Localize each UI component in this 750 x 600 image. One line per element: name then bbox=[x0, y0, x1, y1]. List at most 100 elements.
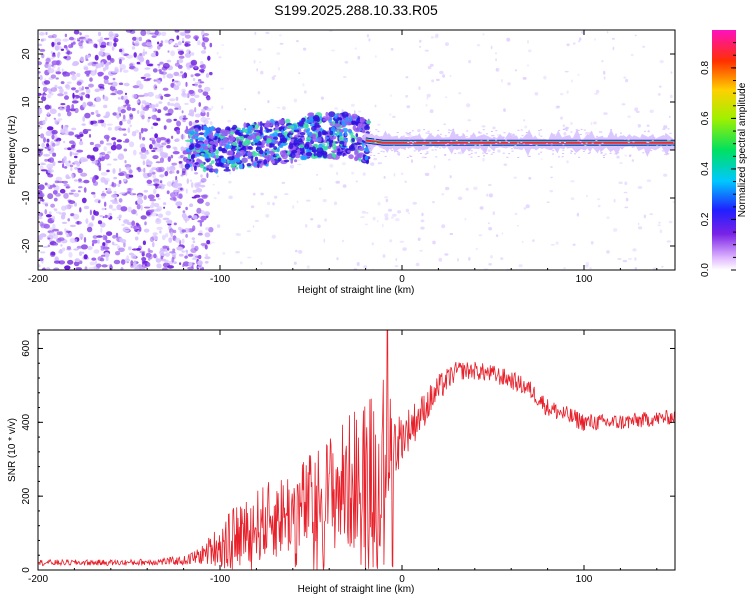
ridge-speck bbox=[600, 146, 603, 148]
noise-blob bbox=[147, 183, 154, 186]
ridge-speck bbox=[366, 144, 369, 145]
noise-blob bbox=[172, 248, 176, 252]
noise-blob bbox=[71, 62, 79, 67]
band-blob bbox=[195, 143, 201, 148]
noise-blob bbox=[182, 261, 190, 267]
noise-blob bbox=[176, 129, 181, 135]
noise-blob bbox=[67, 259, 74, 265]
noise-blob bbox=[72, 148, 76, 151]
noise-blob bbox=[672, 201, 675, 203]
noise-blob bbox=[448, 158, 451, 161]
noise-blob bbox=[138, 83, 144, 90]
noise-blob bbox=[302, 83, 305, 87]
ridge-speck bbox=[493, 149, 496, 151]
band-blob bbox=[235, 152, 241, 159]
noise-blob bbox=[103, 78, 109, 85]
noise-blob bbox=[141, 260, 147, 264]
noise-blob bbox=[107, 151, 112, 154]
ridge-speck bbox=[651, 140, 654, 142]
noise-blob bbox=[69, 224, 76, 228]
noise-blob bbox=[564, 70, 569, 73]
ridge-speck bbox=[457, 143, 460, 145]
noise-blob bbox=[98, 200, 101, 204]
noise-blob bbox=[189, 203, 194, 207]
ridge-speck bbox=[600, 149, 603, 151]
noise-blob bbox=[126, 54, 133, 59]
noise-blob bbox=[95, 110, 99, 114]
noise-blob bbox=[42, 119, 46, 125]
noise-blob bbox=[170, 103, 175, 107]
noise-blob bbox=[102, 216, 105, 219]
noise-blob bbox=[181, 88, 186, 93]
noise-blob bbox=[293, 98, 298, 103]
noise-blob bbox=[42, 38, 47, 42]
ridge-speck bbox=[538, 153, 540, 155]
noise-blob bbox=[434, 36, 439, 39]
ridge-speck bbox=[444, 154, 447, 156]
noise-blob bbox=[318, 187, 322, 191]
noise-blob bbox=[149, 144, 153, 150]
ridge-speck bbox=[412, 136, 415, 138]
ridge-speck bbox=[407, 142, 410, 143]
band-blob bbox=[192, 159, 195, 163]
ridge-speck bbox=[466, 130, 469, 132]
noise-blob bbox=[143, 228, 150, 233]
noise-blob bbox=[361, 210, 366, 214]
noise-blob bbox=[116, 112, 120, 115]
ridge-speck bbox=[422, 145, 425, 146]
noise-blob bbox=[142, 264, 146, 267]
ridge-speck bbox=[539, 129, 542, 131]
noise-blob bbox=[147, 194, 155, 200]
noise-blob bbox=[573, 42, 576, 45]
noise-blob bbox=[221, 44, 225, 46]
noise-blob bbox=[117, 154, 125, 160]
noise-blob bbox=[144, 221, 147, 226]
noise-blob bbox=[494, 52, 498, 55]
band-blob bbox=[266, 154, 272, 161]
band-blob bbox=[259, 121, 263, 127]
colorbar-ticks: 0.00.20.40.60.8 bbox=[700, 42, 736, 277]
noise-blob bbox=[189, 179, 193, 182]
noise-blob bbox=[51, 129, 58, 135]
noise-blob bbox=[86, 41, 89, 44]
noise-blob bbox=[619, 162, 623, 164]
noise-blob bbox=[140, 30, 147, 36]
noise-blob bbox=[670, 71, 673, 74]
noise-blob bbox=[196, 207, 202, 214]
noise-blob bbox=[171, 165, 175, 169]
noise-blob bbox=[320, 96, 324, 100]
ridge-speck bbox=[408, 133, 411, 135]
noise-blob bbox=[316, 174, 319, 176]
noise-blob bbox=[140, 215, 147, 220]
noise-blob bbox=[365, 212, 369, 214]
noise-blob bbox=[41, 199, 45, 202]
noise-blob bbox=[624, 181, 628, 186]
noise-blob bbox=[342, 239, 344, 243]
noise-blob bbox=[103, 75, 109, 80]
noise-blob bbox=[527, 40, 529, 44]
ridge-speck bbox=[444, 154, 447, 156]
ridge-speck bbox=[425, 132, 428, 134]
noise-blob bbox=[92, 124, 99, 127]
ridge-speck bbox=[384, 155, 387, 157]
band-blob bbox=[322, 118, 328, 121]
noise-blob bbox=[93, 249, 100, 254]
ridge-speck bbox=[648, 146, 651, 148]
ridge-speck bbox=[434, 149, 437, 151]
band-blob bbox=[198, 132, 205, 136]
noise-blob bbox=[181, 74, 185, 79]
noise-blob bbox=[252, 192, 256, 196]
noise-blob bbox=[47, 68, 55, 74]
noise-blob bbox=[81, 92, 86, 95]
ridge-speck bbox=[411, 130, 414, 132]
noise-blob bbox=[449, 175, 452, 179]
noise-blob bbox=[169, 251, 176, 254]
noise-blob bbox=[106, 163, 112, 166]
noise-blob bbox=[457, 258, 459, 262]
noise-blob bbox=[89, 209, 92, 216]
noise-blob bbox=[142, 51, 146, 57]
ridge-speck bbox=[409, 155, 412, 157]
noise-blob bbox=[152, 174, 157, 179]
noise-blob bbox=[209, 71, 213, 76]
noise-blob bbox=[81, 123, 86, 126]
